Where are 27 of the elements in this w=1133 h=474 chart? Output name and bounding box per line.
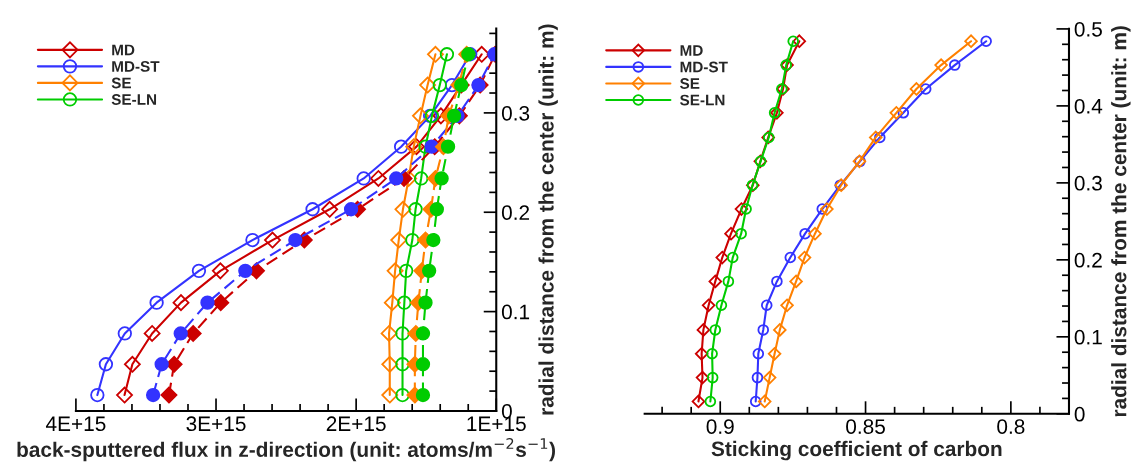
x-tick-label: 4E+15 [45,416,106,432]
y-tick-label: 0.5 [1074,21,1102,37]
legend-label: SE-LN [111,94,157,105]
y-tick-label: 0.3 [1074,175,1102,191]
y-tick-label: 0.1 [1074,329,1102,345]
x-tick-label: 0.8 [997,419,1025,434]
legend-label: SE [680,78,700,89]
y-tick-label: 0.3 [501,105,530,121]
x-tick-label: 0.9 [706,419,734,434]
y-tick-label: 0 [1074,406,1085,422]
legend-label: MD [112,44,135,56]
y-axis-title: radial distance from the center (unit: m) [1111,26,1131,417]
x-axis-title: Sticking coefficient of carbon [711,440,1002,461]
legend-label: MD-ST [680,61,728,73]
legend-label: MD-ST [112,61,160,72]
x-axis-title: back-sputtered flux in z-direction (unit: atoms/m$^{−2}$s$^{−1}$) [17,438,555,462]
x-tick-label: 3E+15 [186,416,246,432]
y-tick-label: 0.2 [501,205,530,220]
y-tick-label: 0.1 [501,304,530,320]
x-tick-label: 2E+15 [326,416,386,432]
legend-label: MD [680,45,703,56]
y-tick-label: 0.2 [1074,252,1102,268]
y-axis-title: radial distance from the center (unit: m) [538,24,558,415]
x-tick-label: 0.85 [846,419,885,434]
legend-label: SE-LN [680,94,725,106]
legend-label: SE [111,77,131,89]
y-tick-label: 0.4 [1074,98,1103,114]
